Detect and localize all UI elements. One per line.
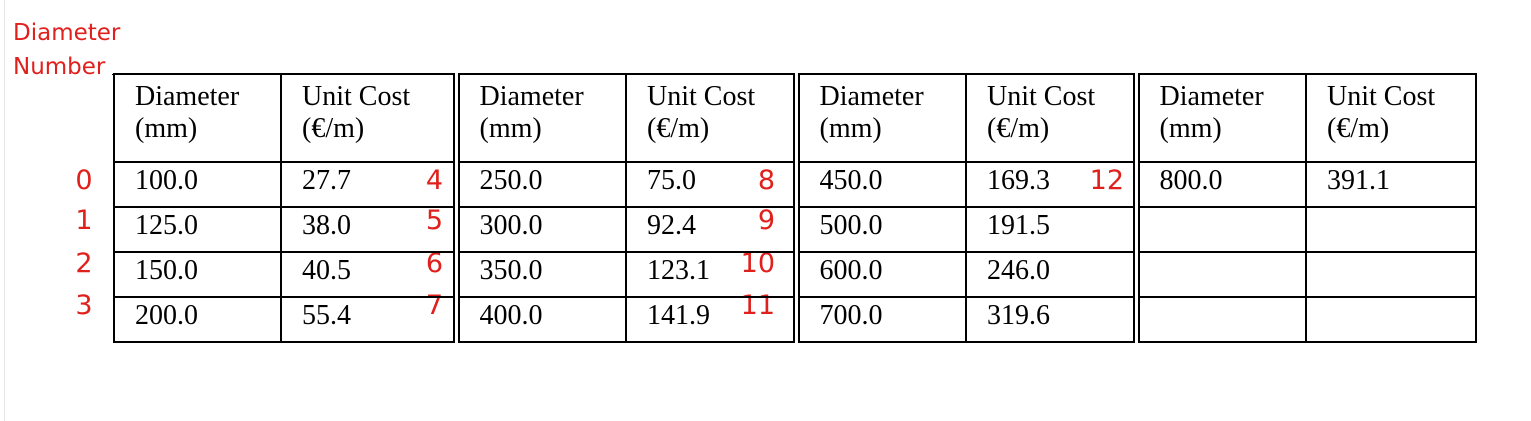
column-header: Diameter (mm)	[452, 73, 627, 163]
diameter-number-label-line2: Number	[13, 54, 106, 80]
table-cell: 200.0	[113, 296, 282, 343]
column-header: Unit Cost (€/m)	[625, 73, 797, 163]
table-cell: 92.4	[625, 206, 797, 253]
table-row: 150.0 40.5 350.0 123.1 600.0 246.0	[113, 251, 1477, 298]
table-cell	[1132, 296, 1307, 343]
table-cell	[1305, 206, 1477, 253]
table-cell: 40.5	[280, 251, 457, 298]
table-cell: 27.7	[280, 161, 457, 208]
table-cell: 600.0	[792, 251, 967, 298]
table-cell: 400.0	[452, 296, 627, 343]
table-cell: 350.0	[452, 251, 627, 298]
row-number-0: 0	[75, 165, 93, 196]
column-header: Unit Cost (€/m)	[1305, 73, 1477, 163]
column-header: Diameter (mm)	[113, 73, 282, 163]
table-cell: 191.5	[965, 206, 1137, 253]
table-cell: 123.1	[625, 251, 797, 298]
table-cell: 141.9	[625, 296, 797, 343]
table-cell	[1132, 251, 1307, 298]
column-header: Diameter (mm)	[1132, 73, 1307, 163]
table-cell: 125.0	[113, 206, 282, 253]
row-number-1: 1	[75, 205, 93, 236]
column-header: Unit Cost (€/m)	[280, 73, 457, 163]
column-header: Unit Cost (€/m)	[965, 73, 1137, 163]
diameter-unit-cost-table: Diameter (mm) Unit Cost (€/m) Diameter (mm)…	[113, 73, 1477, 343]
table-cell: 75.0	[625, 161, 797, 208]
table-cell	[1305, 251, 1477, 298]
table-row: 125.0 38.0 300.0 92.4 500.0 191.5	[113, 206, 1477, 253]
table-cell: 300.0	[452, 206, 627, 253]
row-number-3: 3	[75, 290, 93, 321]
table-cell: 246.0	[965, 251, 1137, 298]
table-cell: 700.0	[792, 296, 967, 343]
table-cell: 150.0	[113, 251, 282, 298]
table-cell	[1132, 206, 1307, 253]
table-cell: 100.0	[113, 161, 282, 208]
table-cell: 169.3	[965, 161, 1137, 208]
table-cell: 55.4	[280, 296, 457, 343]
diameter-number-label-line1: Diameter	[13, 20, 121, 46]
row-number-2: 2	[75, 248, 93, 279]
table-cell: 250.0	[452, 161, 627, 208]
table-cell: 450.0	[792, 161, 967, 208]
table-cell: 38.0	[280, 206, 457, 253]
column-header: Diameter (mm)	[792, 73, 967, 163]
header-row: Diameter (mm) Unit Cost (€/m) Diameter (mm)…	[113, 73, 1477, 163]
table-cell	[1305, 296, 1477, 343]
left-margin-rule	[4, 0, 5, 421]
table-cell: 800.0	[1132, 161, 1307, 208]
table-cell: 391.1	[1305, 161, 1477, 208]
table-row: 200.0 55.4 400.0 141.9 700.0 319.6	[113, 296, 1477, 343]
table-row: 100.0 27.7 250.0 75.0 450.0 169.3 800.0 …	[113, 161, 1477, 208]
table-cell: 500.0	[792, 206, 967, 253]
table-cell: 319.6	[965, 296, 1137, 343]
